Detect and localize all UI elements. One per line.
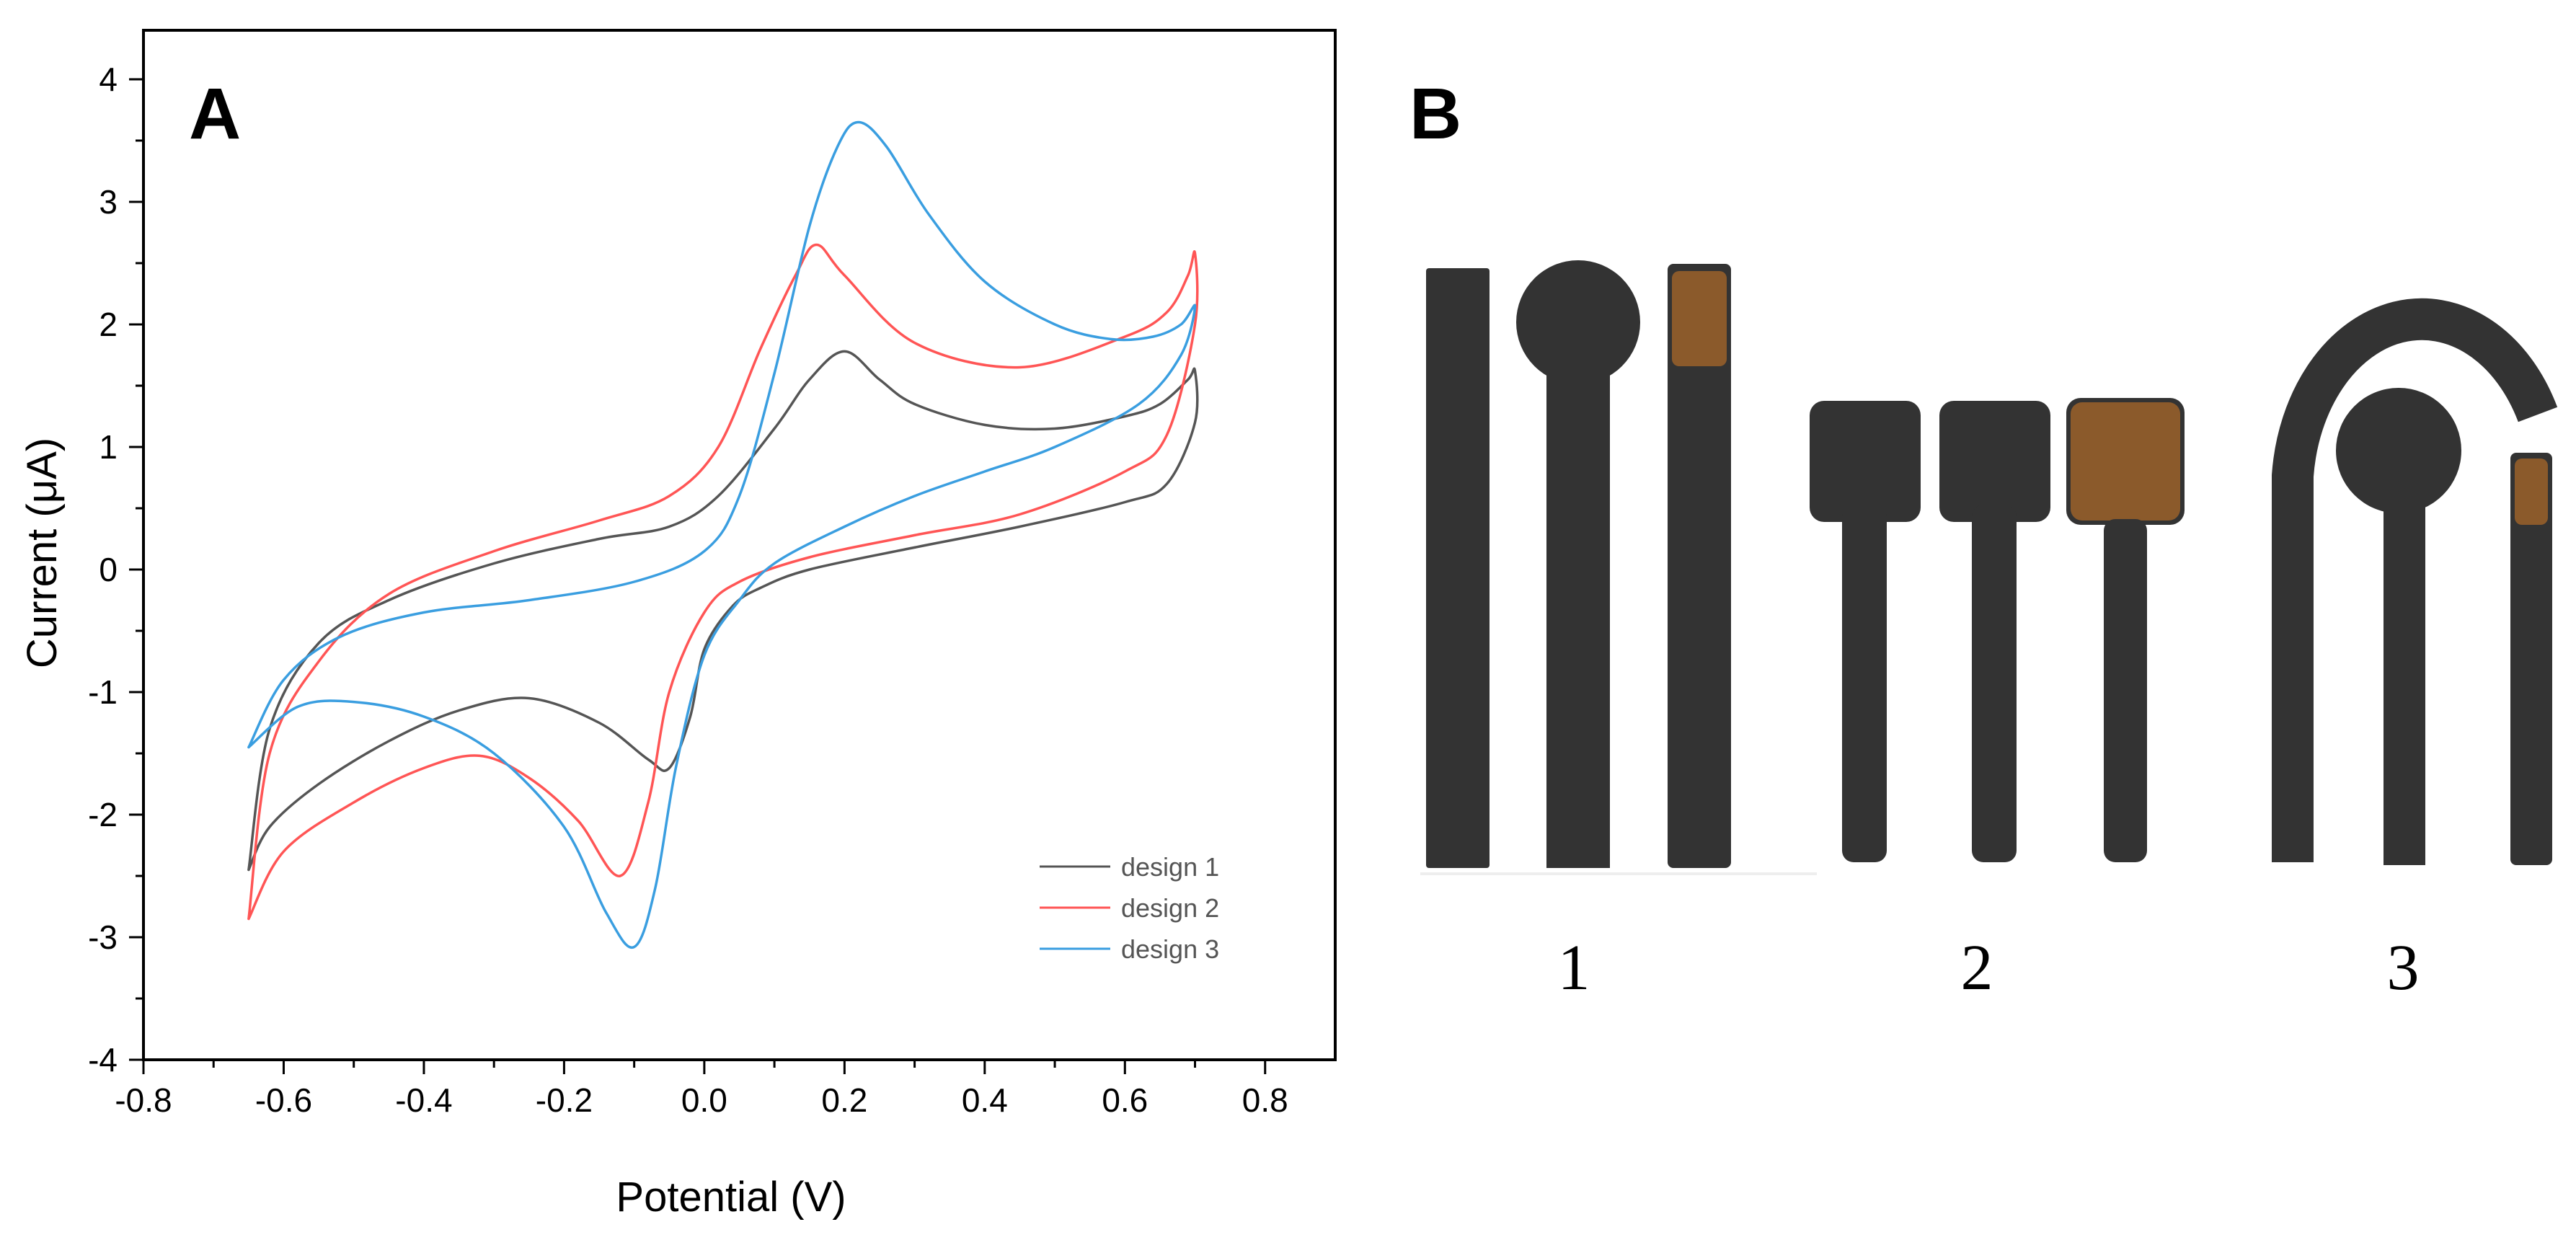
- y-tick-label: 0: [99, 551, 118, 588]
- cv-curve-design-3: [247, 120, 1197, 949]
- cv-curve-design-2: [247, 243, 1199, 921]
- cv-chart: -0.8 -0.6 -0.4 -0.2 0.0 0.2 0.4 0.6 0.8 -4 -3 -2 -1…: [19, 29, 1337, 1221]
- design-1-working-electrode-disc: [1516, 260, 1640, 384]
- design-2-caption: 2: [1961, 932, 1993, 1004]
- x-axis-label: Potential (V): [616, 1174, 846, 1221]
- design-3-reference-electrode: [2510, 453, 2552, 865]
- design-3-working-electrode-disc: [2336, 388, 2461, 513]
- x-tick-label: -0.4: [395, 1081, 452, 1119]
- design-1-caption: 1: [1558, 932, 1590, 1004]
- legend-label-design-1: design 1: [1121, 852, 1219, 882]
- design-2-working-stem: [1972, 505, 2017, 862]
- legend-label-design-3: design 3: [1121, 934, 1219, 964]
- design-2-reference-stem: [2104, 519, 2147, 862]
- x-axis-ticks: [142, 1060, 1267, 1074]
- design-3-counter-electrode-arc: [2272, 298, 2558, 862]
- design-2-counter-pad: [1810, 401, 1921, 522]
- design-1-electrodes: [1420, 260, 1817, 875]
- design-3-electrodes: [2272, 298, 2558, 865]
- design-2-reference-pad: [2071, 402, 2180, 521]
- design-3-caption: 3: [2387, 932, 2420, 1004]
- y-tick-label: -2: [88, 796, 118, 833]
- design-1-working-electrode-stem: [1546, 368, 1610, 868]
- x-tick-label: -0.6: [255, 1081, 312, 1119]
- design-1-counter-electrode: [1426, 268, 1490, 868]
- y-axis-ticks: [129, 78, 143, 1061]
- design-1-reference-pad: [1672, 271, 1727, 366]
- x-axis-tick-labels: -0.8 -0.6 -0.4 -0.2 0.0 0.2 0.4 0.6 0.8: [115, 1081, 1288, 1119]
- panel-a-label: A: [189, 74, 241, 154]
- legend-label-design-2: design 2: [1121, 893, 1219, 923]
- panel-b-label: B: [1409, 74, 1461, 154]
- x-tick-label: 0.8: [1242, 1081, 1288, 1119]
- cv-series-group: [247, 120, 1199, 949]
- design-2-electrodes: [1810, 398, 2185, 862]
- y-axis-tick-labels: -4 -3 -2 -1 0 1 2 3 4: [88, 61, 118, 1079]
- y-tick-label: 1: [99, 428, 118, 466]
- x-tick-label: 0.2: [821, 1081, 867, 1119]
- y-tick-label: 2: [99, 306, 118, 343]
- plot-frame: [142, 29, 1337, 1061]
- design-3-reference-pad: [2515, 459, 2548, 525]
- y-tick-label: 3: [99, 183, 118, 221]
- x-tick-label: 0.4: [962, 1081, 1008, 1119]
- x-tick-label: -0.8: [115, 1081, 172, 1119]
- y-tick-label: -3: [88, 918, 118, 956]
- design-3-working-electrode-stem: [2384, 497, 2425, 865]
- y-axis-label: Current (μA): [19, 438, 66, 668]
- x-tick-label: -0.2: [536, 1081, 593, 1119]
- electrode-schematic: 1 2 3: [1420, 260, 2558, 1004]
- design-2-counter-stem: [1842, 505, 1887, 862]
- y-tick-label: -4: [88, 1041, 118, 1079]
- design-2-working-pad: [1939, 401, 2050, 522]
- cv-curve-design-1: [247, 350, 1199, 872]
- x-tick-label: 0.0: [681, 1081, 727, 1119]
- x-tick-label: 0.6: [1102, 1081, 1148, 1119]
- y-tick-label: -1: [88, 673, 118, 711]
- design-1-reference-electrode: [1668, 264, 1731, 868]
- y-tick-label: 4: [99, 61, 118, 98]
- legend: design 1 design 2 design 3: [1040, 852, 1219, 964]
